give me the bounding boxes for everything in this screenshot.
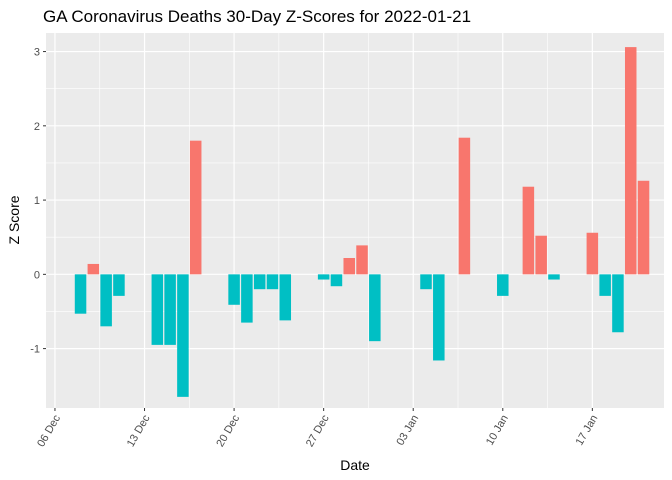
bar [522, 186, 535, 275]
bar [100, 274, 112, 327]
bar [151, 274, 164, 345]
bar [497, 274, 509, 296]
bar [87, 263, 100, 275]
bar [458, 137, 471, 275]
bar [369, 274, 381, 342]
x-axis-title: Date [340, 457, 370, 473]
bar [599, 274, 611, 296]
x-tick-label: 03 Jan [394, 413, 421, 448]
x-tick-label: 20 Dec [214, 413, 242, 450]
bar [317, 274, 330, 280]
y-tick-label: 0 [34, 269, 40, 281]
bar [433, 274, 445, 361]
bar [177, 274, 189, 397]
x-tick-label: 17 Jan [574, 413, 601, 448]
y-tick-label: -1 [30, 344, 40, 356]
bar [189, 140, 202, 275]
grid-lines [46, 33, 664, 408]
bar [266, 274, 279, 290]
x-tick-label: 13 Dec [125, 413, 153, 450]
bar [330, 274, 343, 287]
bar [548, 274, 560, 280]
bar [74, 274, 87, 314]
bar [420, 274, 432, 290]
bar [624, 47, 637, 275]
bar [343, 258, 355, 275]
bar [535, 235, 547, 275]
y-tick-label: 1 [34, 195, 40, 207]
bar [253, 274, 266, 290]
bar [164, 274, 176, 345]
bar [279, 274, 292, 321]
bar [228, 274, 240, 305]
y-tick-label: 3 [34, 47, 40, 59]
x-tick-label: 10 Jan [484, 413, 511, 448]
bar [637, 180, 650, 275]
x-tick-label: 06 Dec [35, 413, 63, 450]
plot-panel [46, 33, 664, 408]
bar [612, 274, 624, 333]
y-tick-label: 2 [34, 121, 40, 133]
bar [586, 232, 599, 275]
x-tick-label: 27 Dec [304, 413, 332, 450]
bars [74, 47, 650, 397]
bar [113, 274, 125, 296]
chart-title: GA Coronavirus Deaths 30-Day Z-Scores fo… [43, 7, 472, 26]
bar [356, 245, 368, 275]
bar [241, 274, 253, 323]
y-axis-title: Z Score [6, 195, 22, 244]
